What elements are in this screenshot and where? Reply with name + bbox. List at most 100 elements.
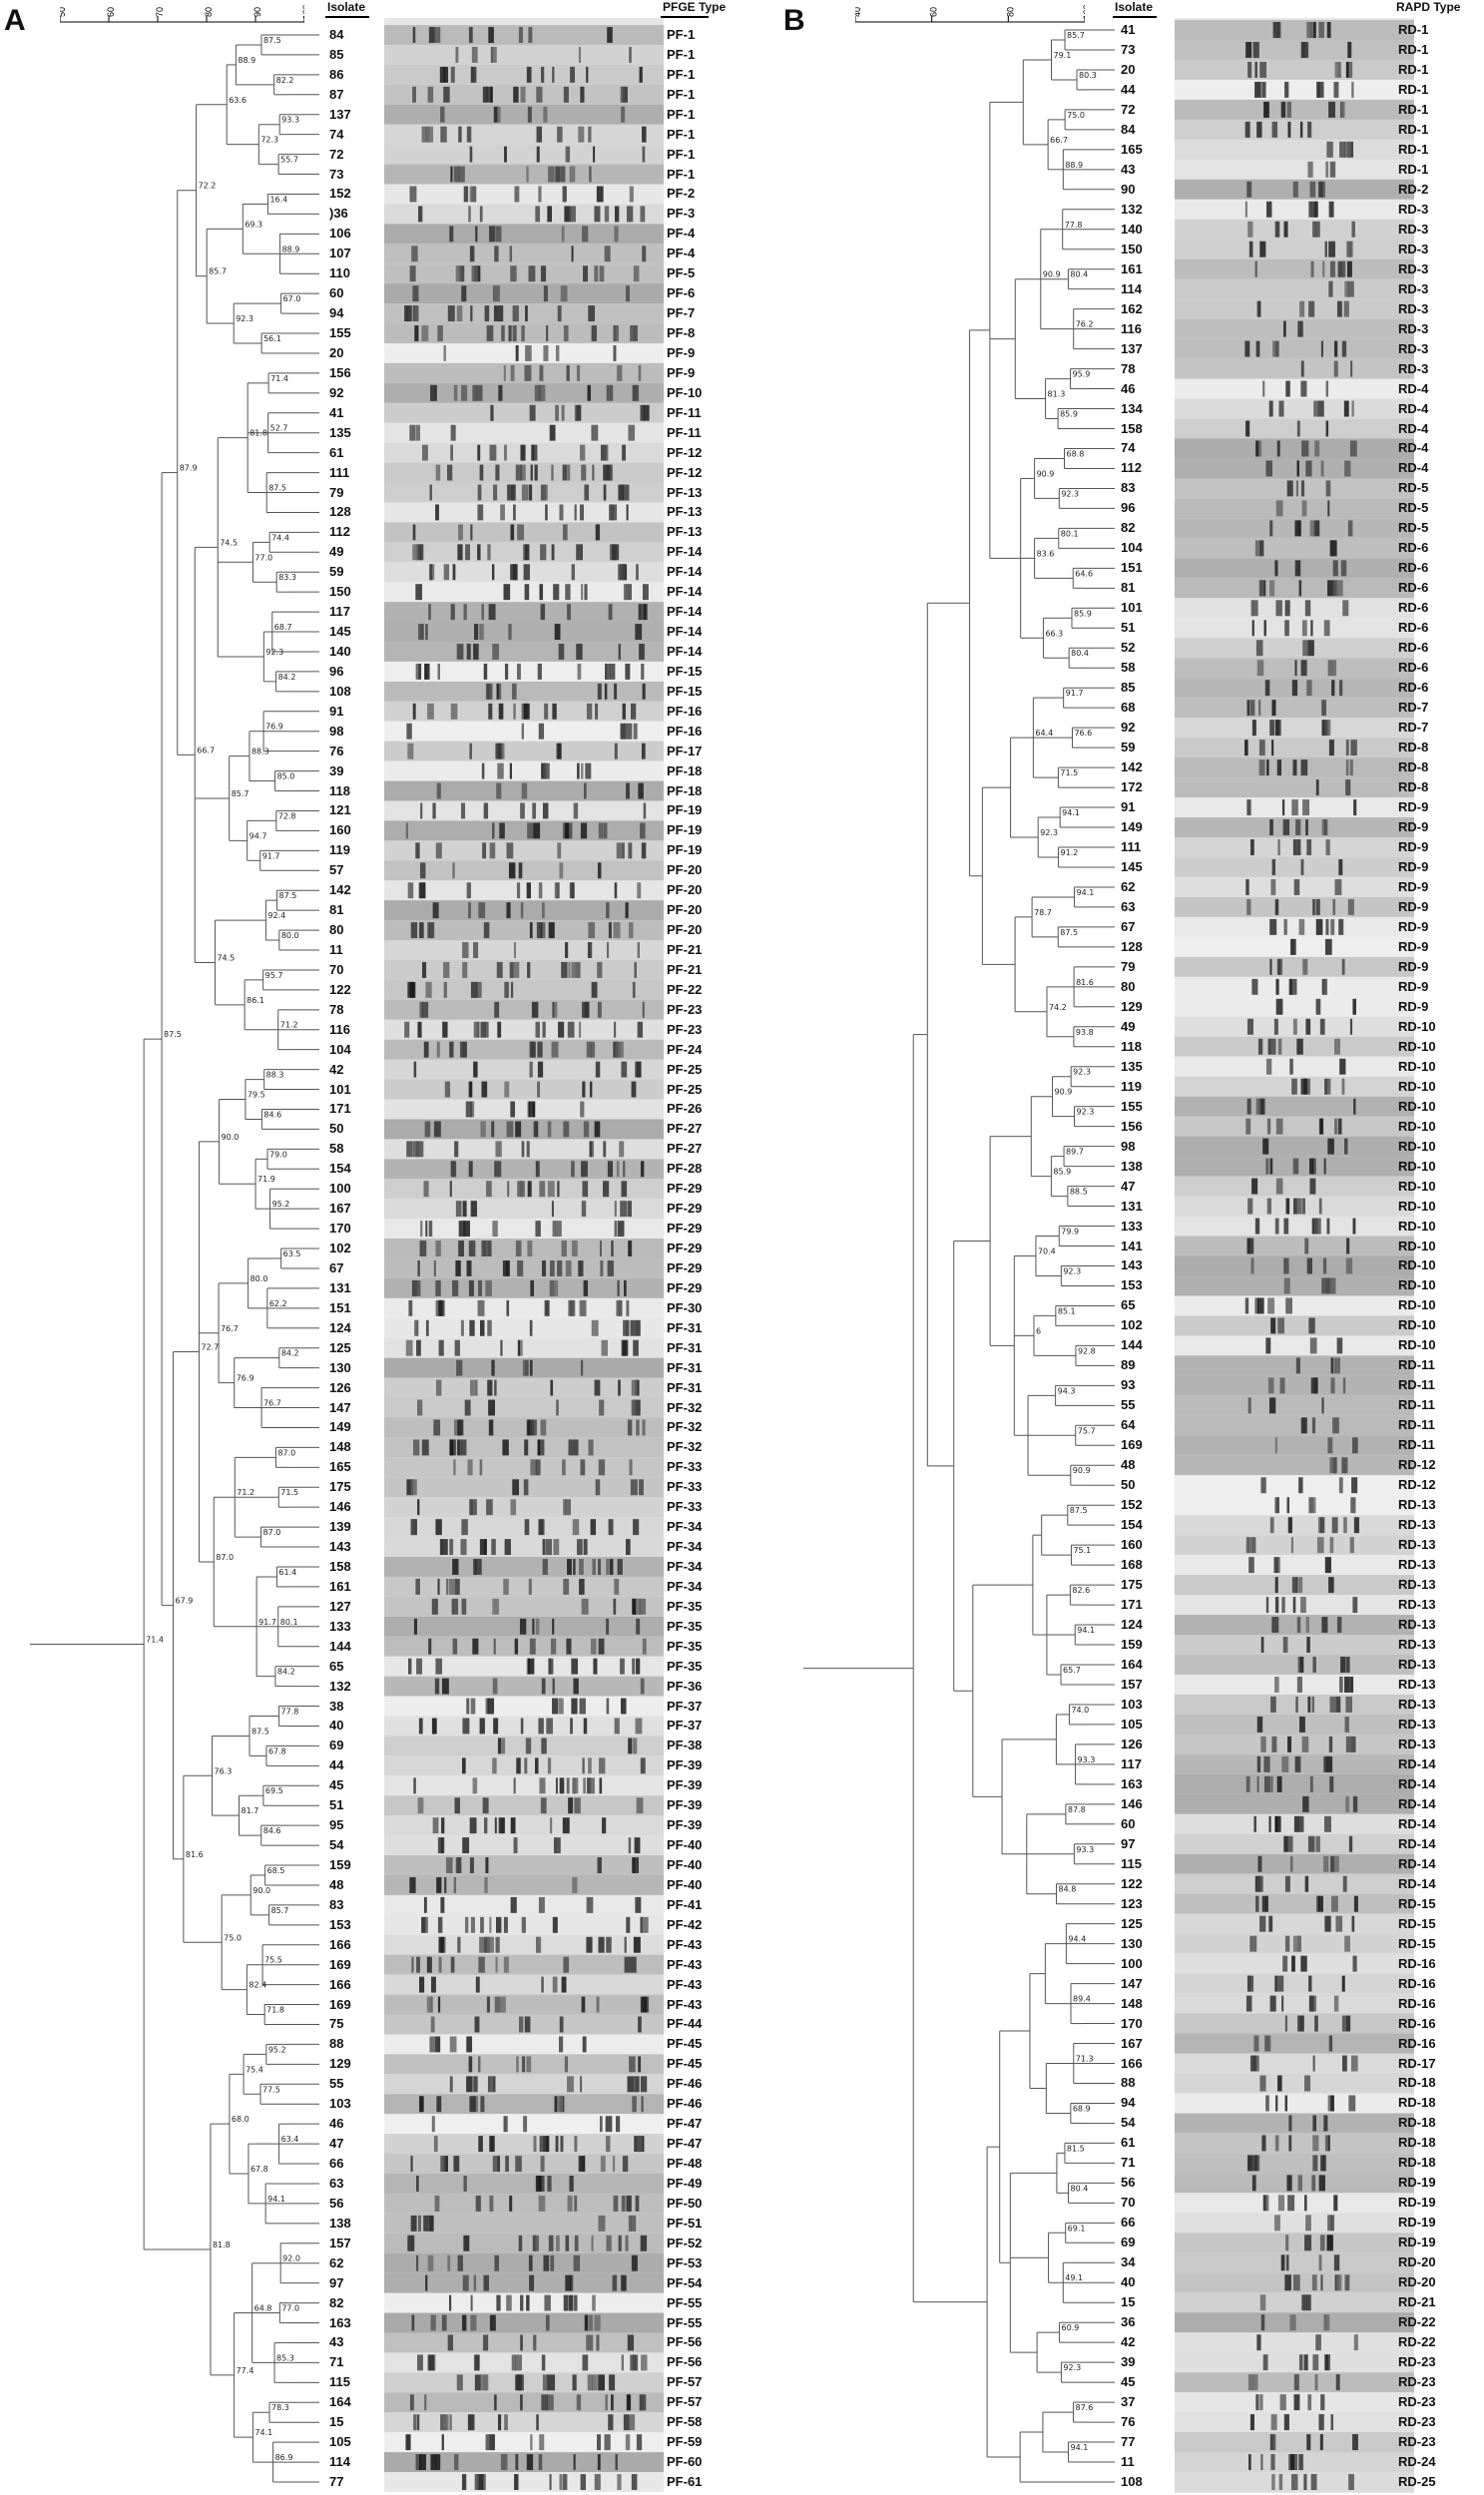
gel-band <box>540 1419 547 1436</box>
type-label: PF-4 <box>667 226 696 242</box>
gel-band <box>1341 260 1346 277</box>
gel-lane <box>384 2034 664 2055</box>
isolate-label: 66 <box>1121 2215 1136 2231</box>
gel-band <box>1274 1676 1279 1693</box>
gel-band <box>592 1559 596 1575</box>
gel-band <box>470 1698 476 1715</box>
node-similarity-label: 76.7 <box>263 1399 281 1408</box>
gel-band <box>1293 1815 1299 1832</box>
gel-band <box>633 1936 641 1953</box>
gel-band <box>543 762 550 779</box>
gel-lane <box>384 1277 664 1298</box>
gel-band <box>1304 2195 1307 2212</box>
isolate-label: 165 <box>329 1459 351 1475</box>
gel-band <box>1283 1257 1289 1274</box>
isolate-label: 75 <box>329 2016 344 2032</box>
node-similarity-label: 80.0 <box>281 931 299 940</box>
type-label: PF-55 <box>667 2314 703 2330</box>
gel-band <box>473 1061 478 1078</box>
gel-band <box>1255 2394 1259 2411</box>
gel-lane <box>1175 2332 1414 2353</box>
gel-band <box>500 1339 503 1356</box>
gel-band <box>607 1260 614 1276</box>
isolate-label: 156 <box>1121 1118 1143 1134</box>
gel-band <box>490 86 493 103</box>
gel-band <box>1302 1795 1309 1812</box>
gel-band <box>1308 1497 1314 1514</box>
gel-band <box>1278 958 1282 975</box>
gel-band <box>442 2414 449 2431</box>
gel-lane <box>1175 1615 1414 1636</box>
gel-band <box>414 325 419 341</box>
node-similarity-label: 71.4 <box>146 1636 164 1645</box>
gel-band <box>461 1519 468 1536</box>
gel-band <box>1299 300 1305 317</box>
gel-band <box>497 762 504 779</box>
gel-lane <box>1175 856 1414 877</box>
gel-band <box>638 2016 642 2033</box>
gel-band <box>589 1141 592 1158</box>
gel-band <box>529 1041 536 1058</box>
gel-band <box>510 564 516 581</box>
gel-band <box>623 1161 626 1178</box>
node-similarity-label: 77.5 <box>262 2085 280 2094</box>
gel-lane <box>1175 398 1414 419</box>
gel-band <box>469 146 473 163</box>
gel-band <box>562 2474 568 2490</box>
gel-band <box>550 1379 554 1396</box>
gel-band <box>562 1817 570 1834</box>
gel-band <box>1298 1477 1303 1494</box>
gel-band <box>605 663 608 680</box>
gel-band <box>1292 1597 1296 1614</box>
gel-band <box>568 1797 574 1814</box>
gel-band <box>549 424 556 441</box>
gel-band <box>462 1041 467 1058</box>
isolate-label: 157 <box>329 2235 351 2250</box>
gel-band <box>1296 1038 1303 1055</box>
gel-band <box>1281 1597 1285 1614</box>
gel-lane <box>384 1059 664 1080</box>
gel-band <box>433 1419 441 1436</box>
gel-band <box>1260 1477 1266 1494</box>
gel-lane <box>1175 1216 1414 1237</box>
gel-lane <box>384 2272 664 2293</box>
node-similarity-label: 91.2 <box>1061 848 1079 857</box>
gel-band <box>540 484 547 501</box>
isolate-label: 149 <box>1121 819 1143 835</box>
gel-band <box>1263 101 1269 118</box>
isolate-label: 175 <box>1121 1577 1143 1593</box>
type-label: RD-10 <box>1398 1238 1436 1253</box>
gel-band <box>447 2334 453 2351</box>
gel-lane <box>1175 638 1414 659</box>
gel-band <box>626 285 630 302</box>
gel-lane <box>1175 2093 1414 2114</box>
gel-band <box>541 922 546 939</box>
gel-band <box>1316 81 1324 98</box>
gel-band <box>1336 300 1342 317</box>
gel-band <box>521 1916 526 1933</box>
gel-band <box>417 1399 423 1416</box>
gel-band <box>467 1459 473 1476</box>
gel-band <box>424 663 430 680</box>
gel-band <box>1332 1457 1337 1474</box>
gel-band <box>1277 2195 1285 2212</box>
gel-band <box>510 1499 517 1516</box>
gel-band <box>487 1698 495 1715</box>
gel-band <box>1313 201 1318 218</box>
gel-band <box>578 1021 582 1038</box>
gel-band <box>556 1399 559 1416</box>
gel-band <box>537 1081 541 1098</box>
isolate-label: 148 <box>1121 1995 1143 2011</box>
gel-band <box>589 2314 594 2331</box>
gel-band <box>409 2394 414 2411</box>
type-label: PF-16 <box>667 723 703 739</box>
gel-band <box>1345 1736 1353 1752</box>
gel-band <box>440 126 447 143</box>
gel-band <box>627 1201 632 1218</box>
isolate-label: 64 <box>1121 1417 1136 1433</box>
gel-band <box>484 1817 488 1834</box>
gel-band <box>517 1339 521 1356</box>
isolate-label: 98 <box>1121 1138 1136 1154</box>
type-label: RD-5 <box>1398 480 1429 496</box>
gel-band <box>498 703 504 720</box>
